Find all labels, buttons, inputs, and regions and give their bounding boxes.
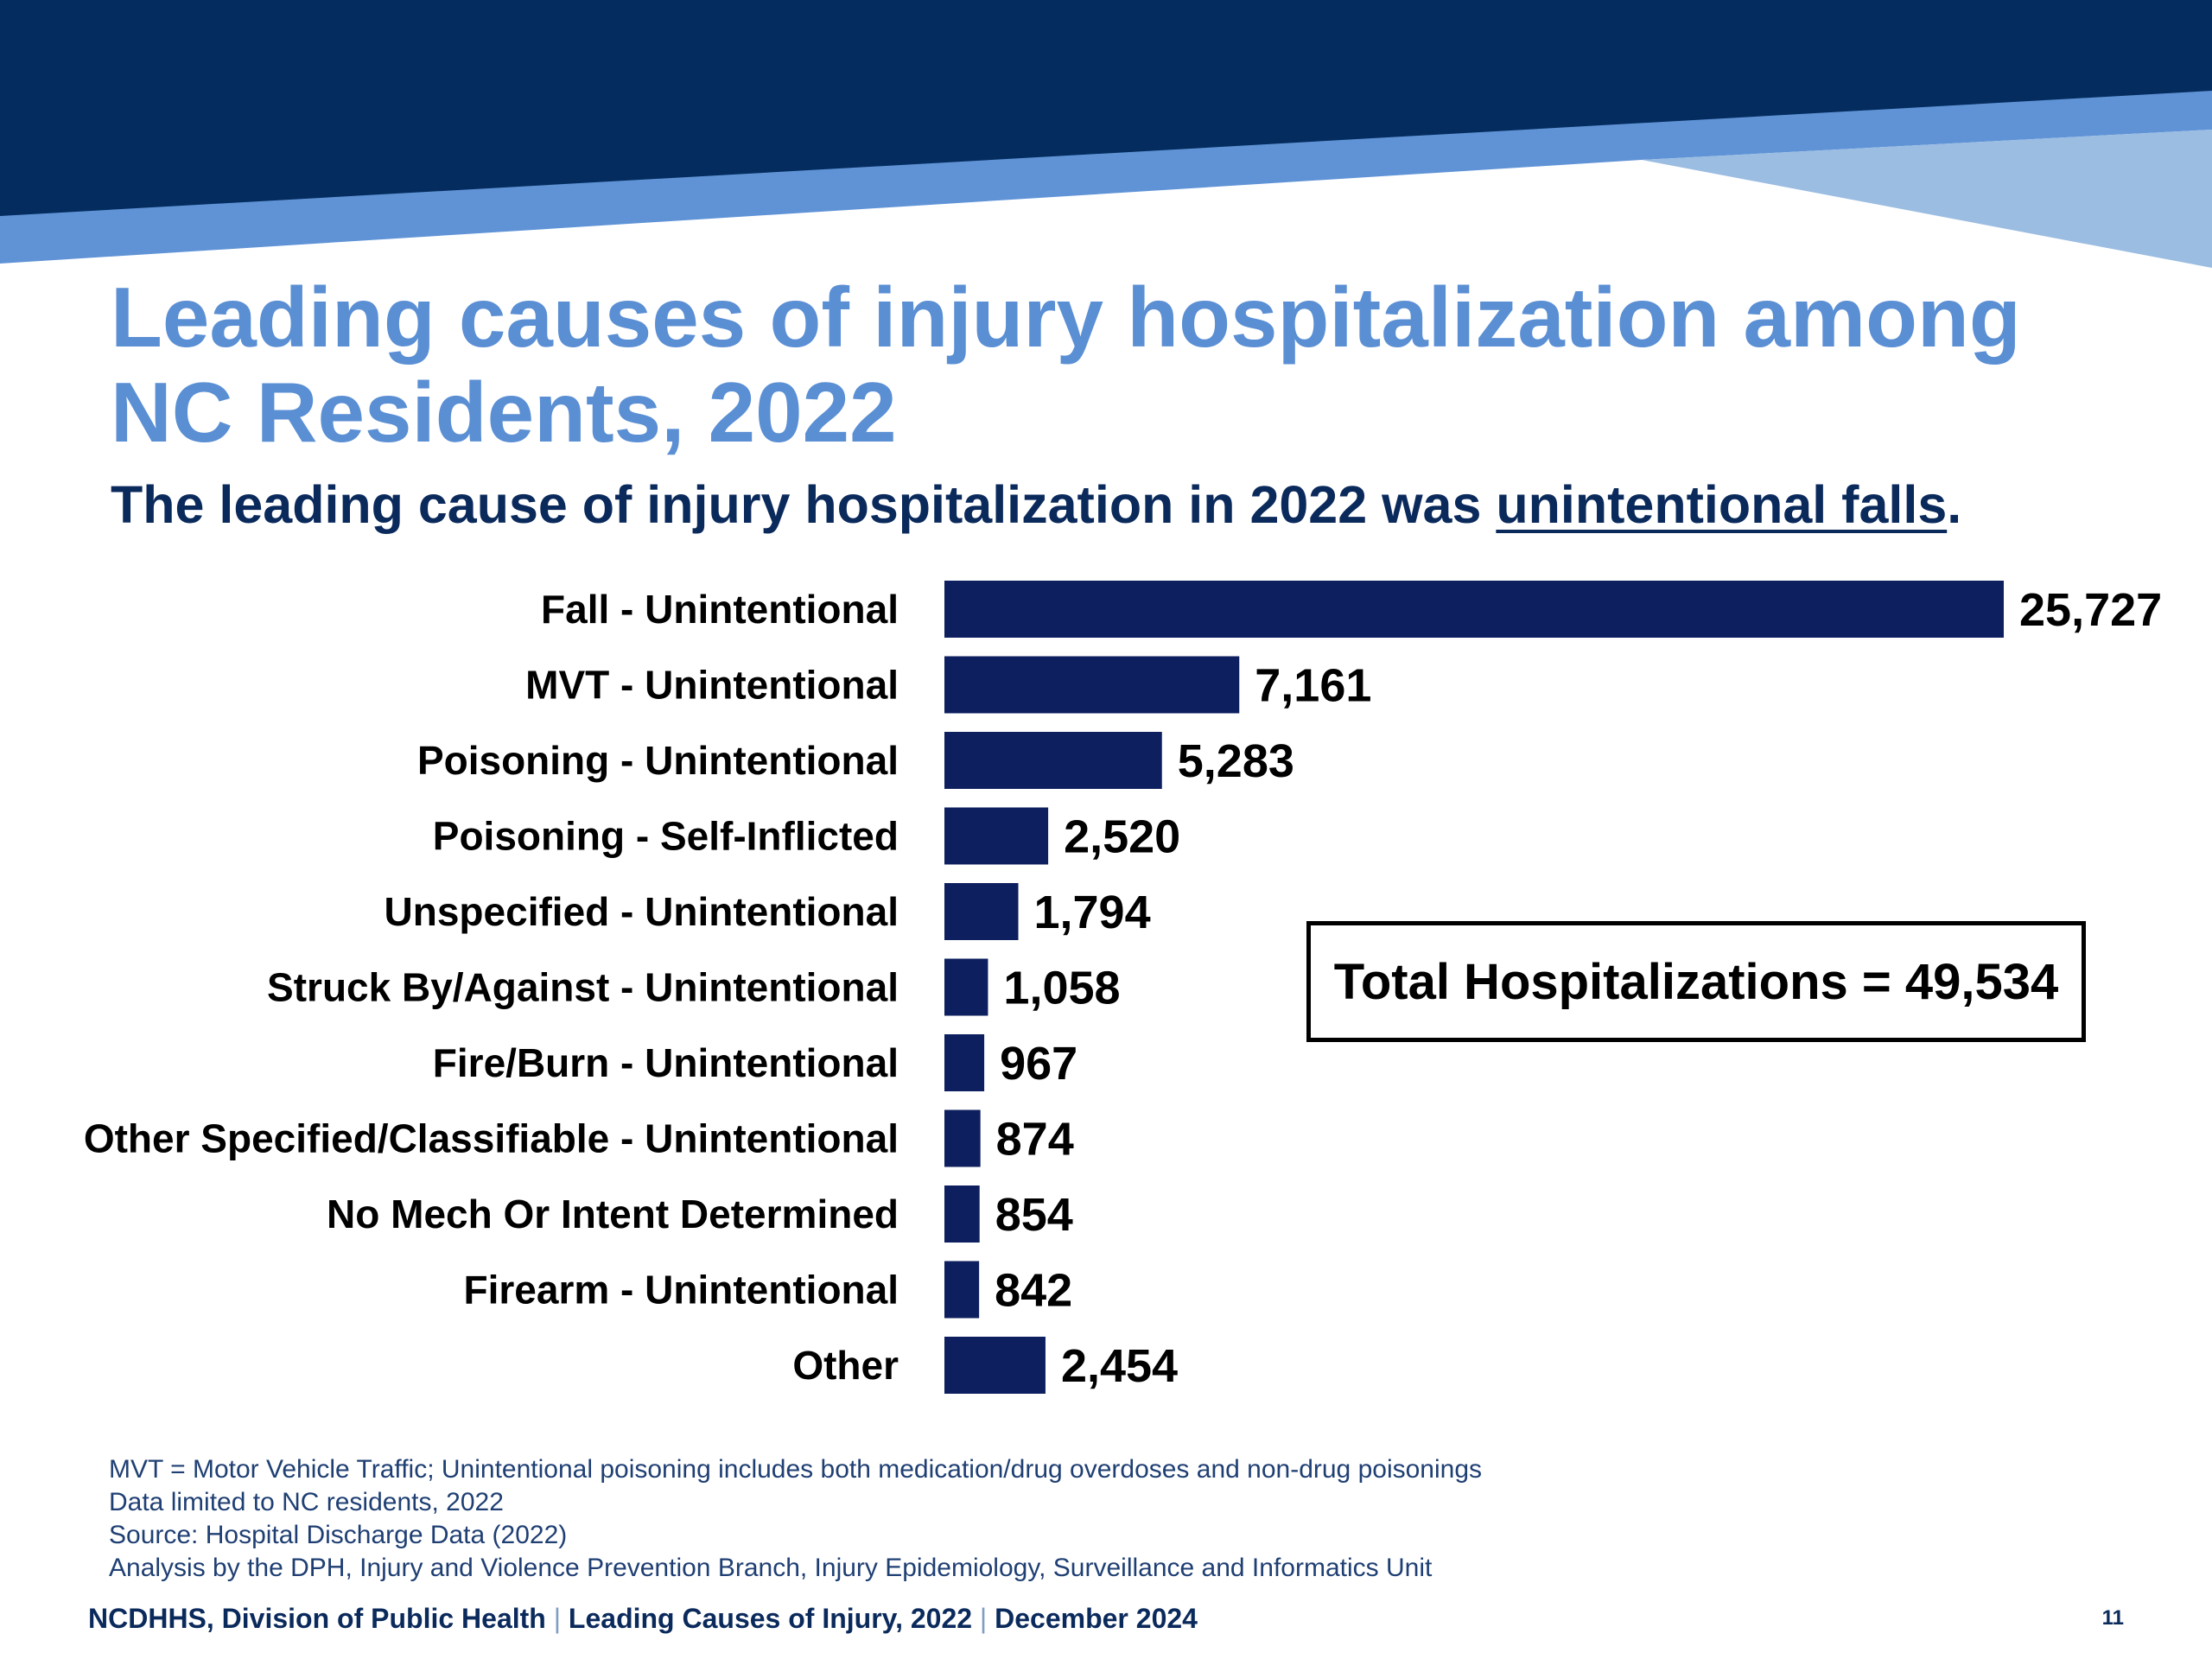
page-number: 11 <box>2101 1606 2124 1630</box>
category-label: No Mech Or Intent Determined <box>327 1192 899 1236</box>
data-label: 7,161 <box>1255 660 1371 712</box>
data-label: 2,454 <box>1061 1340 1178 1392</box>
category-label: Other <box>792 1343 899 1388</box>
bar <box>944 732 1162 789</box>
subtitle-suffix: . <box>1947 475 1962 534</box>
footnote-line: MVT = Motor Vehicle Traffic; Unintention… <box>109 1455 1483 1484</box>
data-label: 842 <box>995 1265 1072 1317</box>
data-label: 1,794 <box>1033 887 1150 938</box>
footnote-line: Analysis by the DPH, Injury and Violence… <box>109 1554 1433 1582</box>
data-label: 1,058 <box>1003 963 1120 1014</box>
header-banner <box>0 0 2212 276</box>
category-label: Poisoning - Self-Inflicted <box>433 814 899 859</box>
footer-separator: | <box>979 1603 988 1634</box>
bar <box>944 581 2004 638</box>
category-label: MVT - Unintentional <box>525 663 899 708</box>
data-label: 854 <box>995 1189 1073 1241</box>
bar <box>944 1034 985 1091</box>
footer-date: December 2024 <box>995 1603 1198 1634</box>
footer-report: Leading Causes of Injury, 2022 <box>568 1603 973 1634</box>
subtitle-prefix: The leading cause of injury hospitalizat… <box>111 475 1497 534</box>
data-label: 25,727 <box>2019 584 2162 636</box>
slide-title: Leading causes of injury hospitalization… <box>111 270 2021 460</box>
footnotes: MVT = Motor Vehicle Traffic; Unintention… <box>109 1453 2096 1585</box>
footer-text: NCDHHS, Division of Public Health | Lead… <box>88 1603 1198 1635</box>
data-label: 874 <box>996 1114 1074 1166</box>
category-label: Unspecified - Unintentional <box>385 889 899 934</box>
bar-chart: Fall - Unintentional 25,727 MVT - Unintent… <box>84 581 2162 1394</box>
bar <box>944 1185 980 1243</box>
bar <box>944 1337 1046 1394</box>
data-label: 2,520 <box>1064 811 1180 863</box>
total-hospitalizations-box: Total Hospitalizations = 49,534 <box>1306 921 2086 1042</box>
bar <box>944 807 1049 865</box>
data-label: 967 <box>1000 1038 1077 1090</box>
bar <box>944 1261 980 1319</box>
bar <box>944 883 1019 940</box>
footer-separator: | <box>553 1603 562 1634</box>
slide-footer: NCDHHS, Division of Public Health | Lead… <box>88 1603 2124 1641</box>
footnote-line: Data limited to NC residents, 2022 <box>109 1488 504 1516</box>
bar <box>944 656 1240 714</box>
bar <box>944 1109 981 1167</box>
bar <box>944 958 988 1016</box>
category-label: Poisoning - Unintentional <box>417 738 899 783</box>
data-label: 5,283 <box>1178 735 1294 787</box>
category-label: Firearm - Unintentional <box>464 1268 899 1313</box>
subtitle-emphasis: unintentional falls <box>1496 475 1948 534</box>
category-label: Fall - Unintentional <box>541 587 899 632</box>
slide-subtitle: The leading cause of injury hospitalizat… <box>111 470 2184 539</box>
category-label: Fire/Burn - Unintentional <box>433 1040 899 1085</box>
footer-org: NCDHHS, Division of Public Health <box>88 1603 546 1634</box>
category-label: Other Specified/Classifiable - Unintenti… <box>84 1116 899 1161</box>
category-label: Struck By/Against - Unintentional <box>267 965 899 1010</box>
footnote-line: Source: Hospital Discharge Data (2022) <box>109 1521 568 1549</box>
